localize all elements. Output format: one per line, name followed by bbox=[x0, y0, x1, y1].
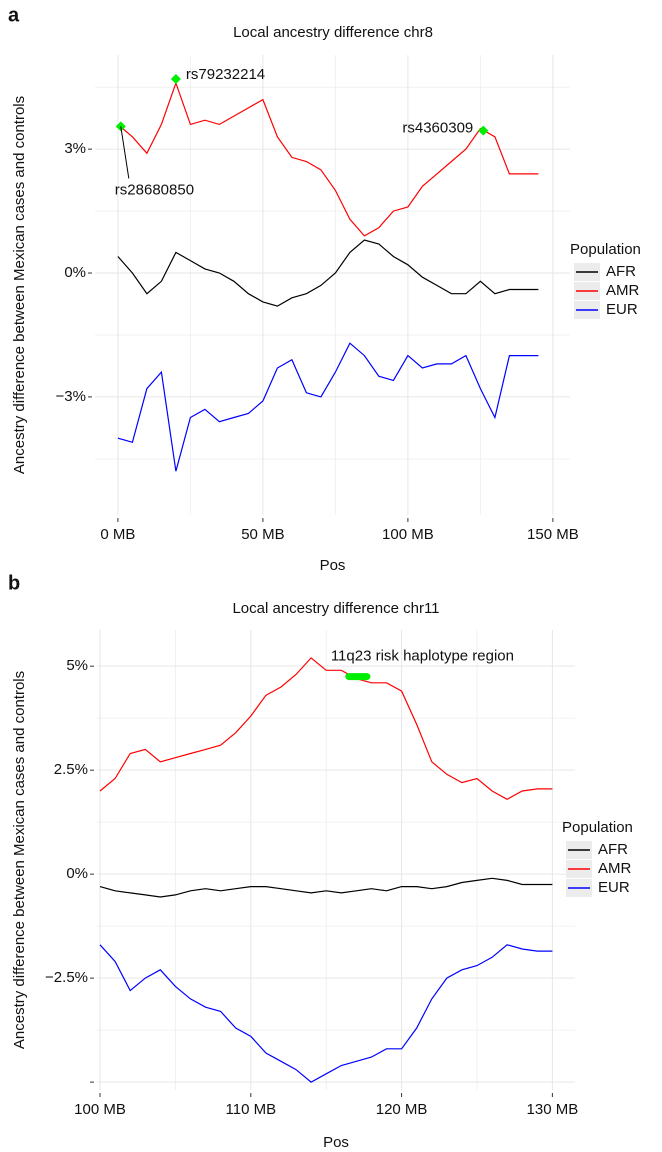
x-tick-label: 150 MB bbox=[527, 526, 579, 543]
y-axis-label: Ancestry difference between Mexican case… bbox=[11, 96, 28, 474]
legend-title: Population bbox=[570, 241, 641, 258]
legend-label: EUR bbox=[598, 879, 630, 896]
y-tick-label: 2.5% bbox=[54, 761, 88, 778]
series-line bbox=[99, 944, 553, 1083]
x-axis-label: Pos bbox=[320, 557, 346, 574]
y-tick-label: −2.5% bbox=[45, 969, 88, 986]
x-tick-label: 100 MB bbox=[74, 1101, 126, 1118]
panel-label: b bbox=[8, 572, 20, 594]
x-tick-label: 0 MB bbox=[100, 526, 135, 543]
annotation-point bbox=[478, 125, 489, 136]
x-axis-label: Pos bbox=[323, 1134, 349, 1151]
y-axis-label: Ancestry difference between Mexican case… bbox=[11, 671, 28, 1049]
series-line bbox=[117, 81, 539, 237]
x-tick-label: 110 MB bbox=[226, 1101, 277, 1118]
x-tick-label: 50 MB bbox=[241, 526, 284, 543]
x-tick-label: 100 MB bbox=[382, 526, 434, 543]
legend-title: Population bbox=[562, 819, 633, 836]
annotation-label: rs79232214 bbox=[186, 66, 265, 83]
y-tick-label: 0% bbox=[66, 865, 88, 882]
y-tick-label: −3% bbox=[56, 388, 86, 405]
annotation-label: rs28680850 bbox=[115, 181, 194, 198]
series-line bbox=[117, 342, 539, 472]
series-line bbox=[99, 877, 553, 898]
x-tick-label: 130 MB bbox=[527, 1101, 579, 1118]
y-tick-label: 3% bbox=[64, 140, 86, 157]
annotation-label: 11q23 risk haplotype region bbox=[331, 648, 514, 665]
annotation-point bbox=[170, 73, 181, 84]
legend-label: EUR bbox=[606, 301, 638, 318]
chart-title: Local ancestry difference chr8 bbox=[233, 24, 433, 41]
legend-label: AMR bbox=[606, 282, 640, 299]
legend-label: AMR bbox=[598, 860, 632, 877]
legend-label: AFR bbox=[606, 263, 636, 280]
x-tick-label: 120 MB bbox=[376, 1101, 428, 1118]
annotation-label: rs4360309 bbox=[402, 120, 473, 137]
chart-title: Local ancestry difference chr11 bbox=[232, 600, 439, 617]
y-tick-label: 0% bbox=[64, 264, 86, 281]
series-line bbox=[117, 239, 539, 307]
y-tick-label: 5% bbox=[66, 657, 88, 674]
annotation-leader bbox=[120, 126, 130, 179]
legend-label: AFR bbox=[598, 841, 628, 858]
series-line bbox=[99, 657, 553, 800]
panel-label: a bbox=[8, 4, 20, 26]
